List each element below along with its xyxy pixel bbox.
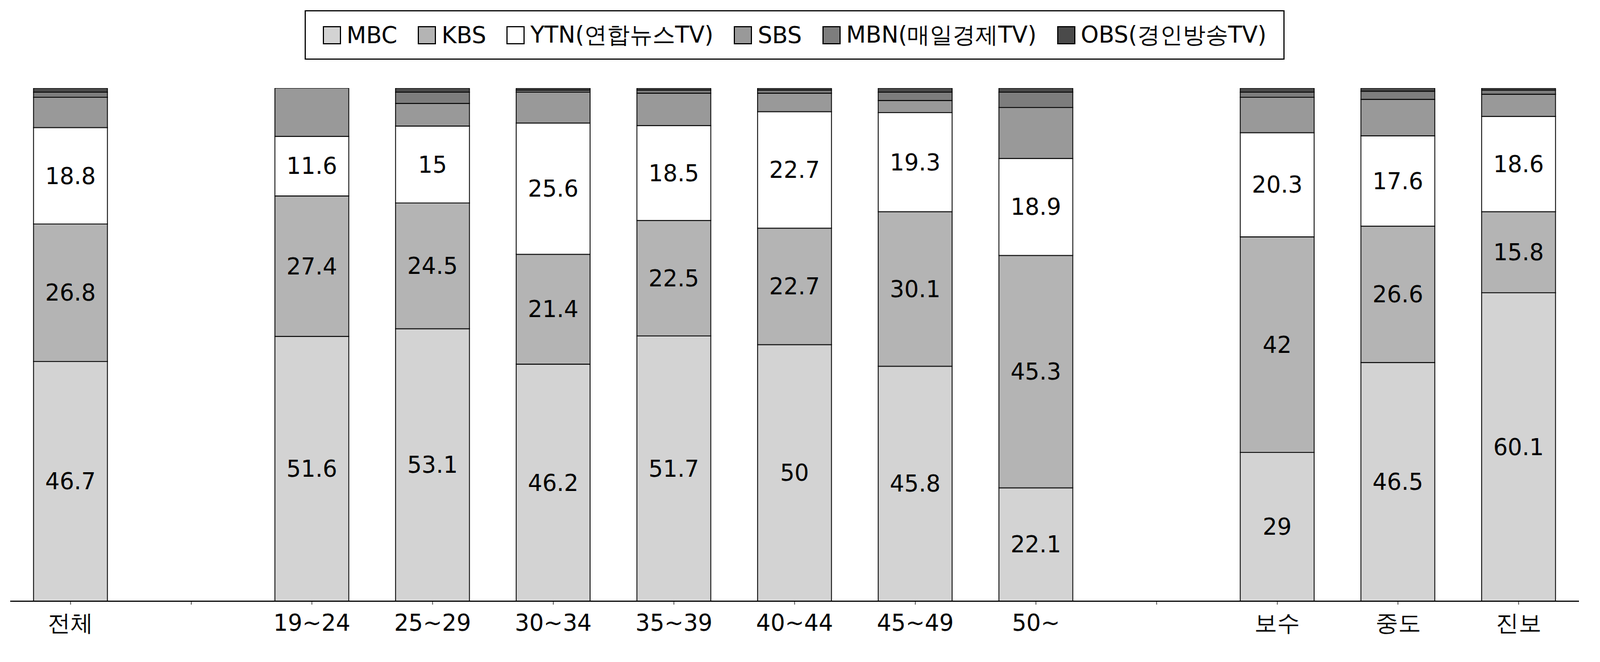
- svg-text:20.3: 20.3: [1252, 171, 1303, 198]
- svg-text:19~24: 19~24: [273, 609, 351, 637]
- svg-text:19.3: 19.3: [890, 149, 941, 176]
- html-text:YTN(연합뉴스TV): YTN(연합뉴스TV): [530, 21, 714, 48]
- svg-text:46.2: 46.2: [528, 470, 579, 497]
- svg-text:24.5: 24.5: [406, 252, 458, 280]
- svg-text:50: 50: [779, 459, 809, 486]
- svg-text:18.8: 18.8: [44, 163, 96, 190]
- svg-text:22.1: 22.1: [1010, 531, 1062, 558]
- svg-text:45.3: 45.3: [1010, 358, 1062, 385]
- svg-text:22.7: 22.7: [769, 156, 820, 184]
- html-text:MBN(매일경제TV): MBN(매일경제TV): [846, 21, 1037, 48]
- svg-text:45.8: 45.8: [890, 470, 941, 497]
- svg-text:35~39: 35~39: [635, 609, 713, 637]
- svg-text:27.4: 27.4: [286, 253, 338, 280]
- svg-text:22.5: 22.5: [648, 265, 700, 292]
- svg-text:29: 29: [1262, 513, 1292, 540]
- svg-text:전체: 전체: [47, 609, 94, 637]
- html-text:KBS: KBS: [441, 21, 487, 49]
- svg-text:18.6: 18.6: [1493, 151, 1544, 178]
- svg-text:15.8: 15.8: [1493, 239, 1544, 266]
- svg-text:40~44: 40~44: [755, 609, 833, 637]
- svg-text:51.7: 51.7: [648, 455, 700, 482]
- svg-text:53.1: 53.1: [406, 451, 458, 479]
- svg-text:21.4: 21.4: [528, 296, 579, 323]
- svg-text:18.9: 18.9: [1010, 193, 1062, 220]
- html-text:MBC: MBC: [346, 21, 398, 49]
- svg-text:25~29: 25~29: [393, 609, 471, 637]
- svg-text:30.1: 30.1: [890, 276, 941, 303]
- svg-text:26.8: 26.8: [44, 279, 96, 306]
- svg-text:중도: 중도: [1375, 609, 1421, 637]
- svg-text:26.6: 26.6: [1372, 281, 1424, 308]
- svg-text:46.7: 46.7: [44, 468, 96, 495]
- html-text:SBS: SBS: [757, 21, 802, 49]
- svg-text:45~49: 45~49: [877, 609, 954, 637]
- svg-text:18.5: 18.5: [648, 160, 700, 187]
- svg-text:51.6: 51.6: [286, 455, 338, 482]
- svg-text:22.7: 22.7: [769, 273, 820, 300]
- html-text:OBS(경인방송TV): OBS(경인방송TV): [1080, 21, 1267, 48]
- svg-text:46.5: 46.5: [1372, 468, 1424, 496]
- svg-text:15: 15: [417, 151, 447, 178]
- svg-text:17.6: 17.6: [1372, 168, 1424, 195]
- svg-text:보수: 보수: [1254, 609, 1300, 637]
- svg-text:50~: 50~: [1011, 609, 1060, 637]
- svg-text:25.6: 25.6: [528, 175, 579, 202]
- svg-text:42: 42: [1262, 331, 1292, 359]
- svg-text:30~34: 30~34: [514, 609, 592, 637]
- svg-text:11.6: 11.6: [286, 152, 338, 180]
- svg-text:60.1: 60.1: [1493, 434, 1544, 461]
- svg-text:진보: 진보: [1495, 609, 1542, 637]
